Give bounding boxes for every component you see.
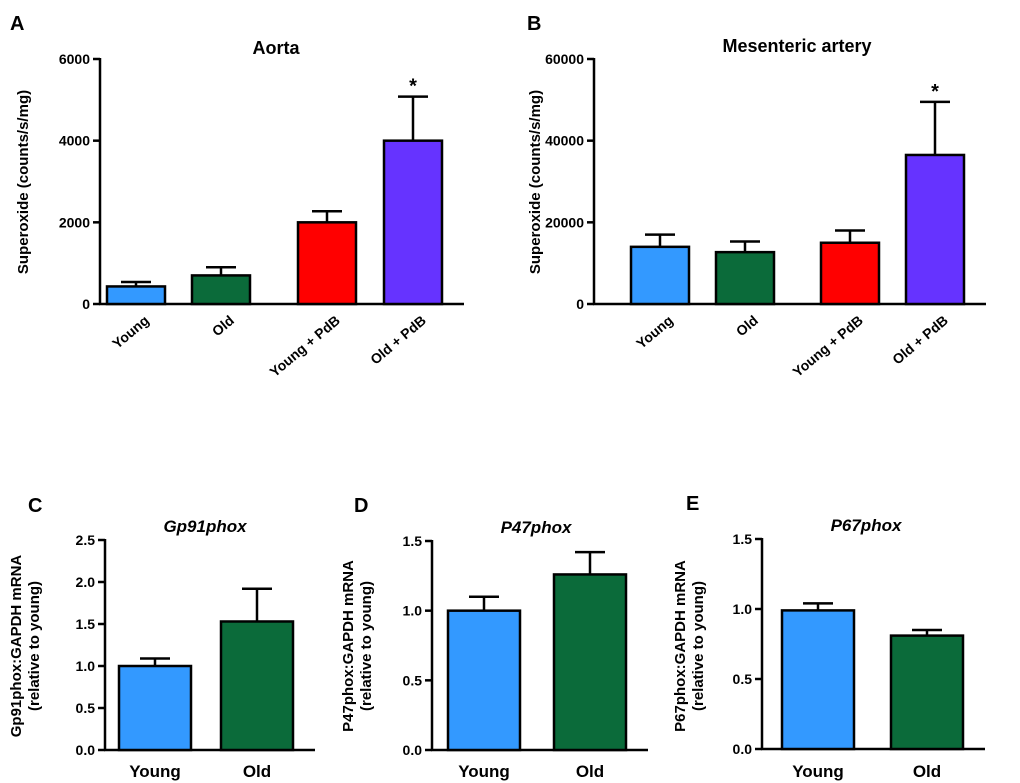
bar-old bbox=[889, 634, 965, 751]
y-tick-label: 0.0 bbox=[76, 742, 96, 758]
x-tick-label: Young bbox=[129, 762, 181, 781]
bar-old bbox=[190, 274, 252, 306]
bar-young bbox=[446, 609, 522, 752]
y-tick-label: 2.0 bbox=[76, 574, 96, 590]
y-tick-label: 40000 bbox=[545, 133, 584, 149]
panel-label: E bbox=[686, 493, 699, 515]
y-tick-label: 0.5 bbox=[403, 672, 423, 688]
y-tick-label: 6000 bbox=[59, 51, 90, 67]
x-tick-label: Old bbox=[576, 762, 604, 781]
y-tick-label: 0.5 bbox=[733, 671, 753, 687]
bar-old bbox=[714, 250, 776, 306]
chart-title: P47phox bbox=[501, 518, 573, 537]
bar-young bbox=[117, 664, 193, 752]
bar-old-pdb bbox=[382, 139, 444, 306]
chart-panel-e: E P67phox P67phox:GAPDH mRNA (relative to y… bbox=[672, 493, 985, 781]
y-tick-label: 0.0 bbox=[403, 742, 423, 758]
chart-title: Gp91phox bbox=[163, 517, 248, 536]
y-tick-label: 0 bbox=[82, 296, 90, 312]
chart-title: P67phox bbox=[831, 516, 903, 535]
bar-young-pdb bbox=[819, 241, 881, 306]
y-axis-label: P67phox:GAPDH mRNA bbox=[672, 560, 689, 732]
x-tick-label: Young bbox=[633, 312, 676, 352]
significance-marker: * bbox=[409, 76, 417, 98]
x-tick-label: Old bbox=[243, 762, 271, 781]
x-tick-label: Young bbox=[458, 762, 510, 781]
y-tick-label: 1.5 bbox=[733, 531, 753, 547]
y-tick-label: 1.5 bbox=[403, 533, 423, 549]
y-tick-label: 1.5 bbox=[76, 616, 96, 632]
y-tick-label: 2.5 bbox=[76, 532, 96, 548]
y-tick-label: 0.5 bbox=[76, 700, 96, 716]
y-axis-label: Superoxide (counts/s/mg) bbox=[15, 90, 32, 274]
panel-label: A bbox=[10, 13, 24, 35]
chart-panel-d: D P47phox P47phox:GAPDH mRNA (relative to y… bbox=[340, 495, 648, 781]
y-tick-label: 20000 bbox=[545, 214, 584, 230]
x-tick-label: Old bbox=[209, 312, 237, 339]
x-tick-label: Young bbox=[792, 762, 844, 781]
x-tick-label: Young bbox=[109, 312, 152, 352]
y-axis-label: (relative to young) bbox=[690, 581, 707, 711]
y-tick-label: 2000 bbox=[59, 214, 90, 230]
x-tick-label: Old bbox=[733, 312, 761, 339]
chart-panel-a: A Aorta Superoxide (counts/s/mg) 0 2000 4000 6… bbox=[10, 13, 464, 380]
y-tick-label: 1.0 bbox=[76, 658, 96, 674]
panel-label: B bbox=[527, 13, 541, 35]
y-tick-label: 1.0 bbox=[403, 603, 423, 619]
bar-young-pdb bbox=[296, 221, 358, 306]
x-tick-label: Old + PdB bbox=[367, 312, 429, 368]
bar-young bbox=[105, 285, 167, 306]
y-axis-label: Superoxide (counts/s/mg) bbox=[527, 90, 544, 274]
y-tick-label: 60000 bbox=[545, 51, 584, 67]
y-axis-label: (relative to young) bbox=[26, 581, 43, 711]
panel-label: C bbox=[28, 495, 42, 517]
y-axis-label: Gp91phox:GAPDH mRNA bbox=[8, 555, 25, 738]
chart-panel-c: C Gp91phox Gp91phox:GAPDH mRNA (relative to… bbox=[8, 495, 315, 781]
y-tick-label: 0.0 bbox=[733, 741, 753, 757]
x-tick-label: Young + PdB bbox=[266, 312, 343, 380]
chart-title: Aorta bbox=[252, 38, 300, 58]
bar-old bbox=[219, 620, 295, 752]
y-tick-label: 4000 bbox=[59, 133, 90, 149]
x-tick-label: Old bbox=[913, 762, 941, 781]
bar-young bbox=[780, 609, 856, 751]
significance-marker: * bbox=[931, 81, 939, 103]
chart-panel-b: B Mesenteric artery Superoxide (counts/s/m… bbox=[527, 13, 986, 380]
x-tick-label: Young + PdB bbox=[789, 312, 866, 380]
bar-old-pdb bbox=[904, 153, 966, 306]
bar-old bbox=[552, 573, 628, 752]
bar-young bbox=[629, 245, 691, 306]
y-axis-label: (relative to young) bbox=[358, 581, 375, 711]
y-tick-label: 1.0 bbox=[733, 601, 753, 617]
y-tick-label: 0 bbox=[576, 296, 584, 312]
chart-title: Mesenteric artery bbox=[722, 36, 871, 56]
x-tick-label: Old + PdB bbox=[889, 312, 951, 368]
y-axis-label: P47phox:GAPDH mRNA bbox=[340, 560, 357, 732]
panel-label: D bbox=[354, 495, 368, 517]
